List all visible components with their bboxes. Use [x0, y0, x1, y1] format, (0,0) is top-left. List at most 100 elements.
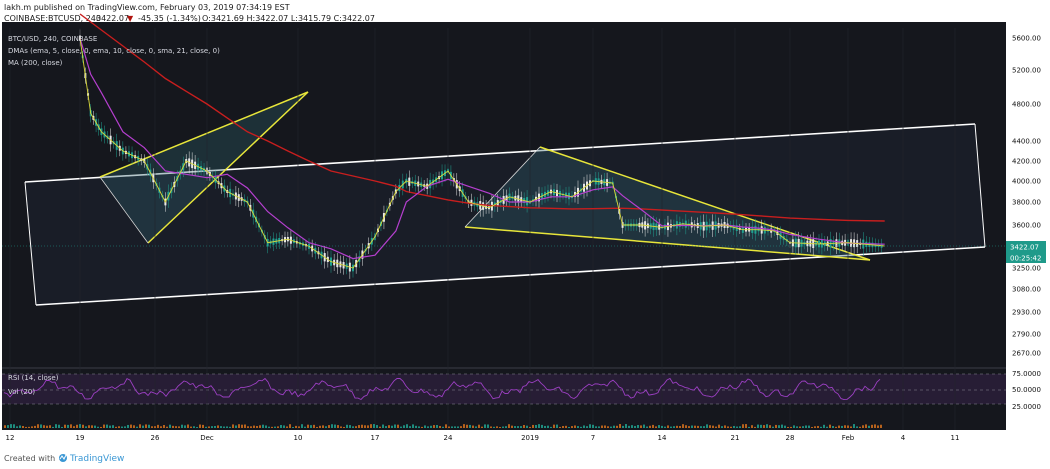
rsi-tick-label: 50.0000	[1012, 386, 1041, 394]
volume-bar	[79, 424, 81, 428]
rsi-band	[2, 374, 1006, 404]
volume-bar	[808, 425, 810, 428]
volume-bar	[700, 426, 702, 428]
volume-bar	[742, 424, 744, 428]
time-tick-label: 19	[76, 434, 85, 442]
time-tick-label: 24	[444, 434, 453, 442]
price-tick-label: 5600.00	[1012, 35, 1041, 43]
price-axis[interactable]: 5600.00 5200.00 4800.00 4400.00 4200.00 4000.…	[1012, 35, 1041, 358]
volume-bar	[319, 425, 321, 428]
volume-bar	[751, 425, 753, 428]
volume-bar	[568, 426, 570, 428]
time-tick-label: 11	[951, 434, 960, 442]
volume-bar	[34, 425, 36, 428]
rsi-line	[3, 377, 881, 401]
volume-bar	[688, 426, 690, 428]
volume-bar	[64, 424, 66, 428]
volume-bar	[457, 426, 459, 428]
volume-bar	[859, 426, 861, 428]
volume-bar	[409, 426, 411, 428]
volume-bar	[445, 424, 447, 428]
volume-bar	[766, 424, 768, 428]
volume-bar	[253, 425, 255, 428]
volume-bar	[106, 424, 108, 428]
time-tick-label: 10	[294, 434, 303, 442]
rsi-axis[interactable]: 75.0000 50.0000 25.0000	[1012, 370, 1041, 411]
last-price-label: 3422.07	[1010, 244, 1039, 252]
volume-bar	[850, 426, 852, 428]
volume-bar	[46, 425, 48, 428]
volume-bar	[628, 425, 630, 428]
volume-bar	[40, 424, 42, 428]
volume-bar	[379, 426, 381, 428]
volume-bar	[142, 425, 144, 428]
volume-bar	[346, 424, 348, 428]
volume-bar	[211, 426, 213, 428]
price-tick-label: 3250.00	[1012, 265, 1041, 273]
volume-bar	[13, 424, 15, 428]
volume-bar	[418, 426, 420, 428]
volume-bar	[679, 426, 681, 428]
volume-bar	[322, 425, 324, 428]
volume-bar	[607, 426, 609, 428]
volume-bar	[337, 425, 339, 428]
volume-bar	[154, 426, 156, 428]
volume-bar	[805, 425, 807, 428]
volume-bar	[862, 425, 864, 428]
volume-bar	[778, 425, 780, 428]
volume-bar	[790, 426, 792, 428]
time-tick-label: 2019	[521, 434, 539, 442]
volume-bar	[691, 425, 693, 428]
volume-bar	[145, 424, 147, 428]
volume-bar	[481, 426, 483, 428]
header-published: lakh.m published on TradingView.com, Feb…	[4, 3, 290, 12]
volume-bar	[109, 425, 111, 428]
volume-bar	[835, 426, 837, 428]
volume-bar	[139, 424, 141, 428]
time-tick-label: Dec	[200, 434, 214, 442]
volume-bar	[454, 426, 456, 428]
volume-bar	[670, 426, 672, 428]
price-tick-label: 4400.00	[1012, 138, 1041, 146]
volume-bar	[127, 424, 129, 428]
volume-bar	[823, 424, 825, 428]
volume-bar	[199, 424, 201, 428]
volume-bar	[163, 425, 165, 428]
footer-created-with: Created with	[4, 454, 55, 463]
volume-bar	[745, 424, 747, 428]
price-tick-label: 2930.00	[1012, 309, 1041, 317]
volume-bar	[43, 425, 45, 428]
volume-bar	[256, 426, 258, 428]
volume-bar	[94, 425, 96, 428]
volume-bar	[793, 425, 795, 428]
volume-bar	[877, 425, 879, 428]
volume-bar	[28, 426, 30, 428]
volume-bar	[433, 425, 435, 428]
volume-bar	[331, 424, 333, 428]
volume-bar	[316, 426, 318, 428]
volume-bar	[529, 426, 531, 428]
volume-bar	[763, 425, 765, 428]
volume-bar	[259, 425, 261, 428]
volume-bar	[505, 426, 507, 428]
footer-brand[interactable]: TradingView	[69, 454, 124, 464]
volume-bar	[358, 425, 360, 428]
volume-bar	[184, 425, 186, 428]
volume-bar	[52, 426, 54, 428]
volume-bar	[265, 425, 267, 428]
volume-bar	[367, 425, 369, 428]
volume-bar	[304, 426, 306, 428]
volume-bar	[712, 425, 714, 428]
header-change: -45.35 (-1.34%)	[138, 14, 201, 23]
volume-bar	[736, 426, 738, 428]
volume-bar	[310, 425, 312, 428]
volume-bar	[634, 425, 636, 428]
volume-bar	[544, 425, 546, 428]
volume-bar	[373, 424, 375, 428]
price-tick-label: 3800.00	[1012, 199, 1041, 207]
volume-bar	[130, 424, 132, 428]
left-wedge-lower	[147, 91, 309, 244]
time-axis[interactable]: 12 19 26 Dec 10 17 24 2019 7 14 21 28 Feb 4 11	[6, 434, 960, 442]
volume-bar	[118, 426, 120, 428]
